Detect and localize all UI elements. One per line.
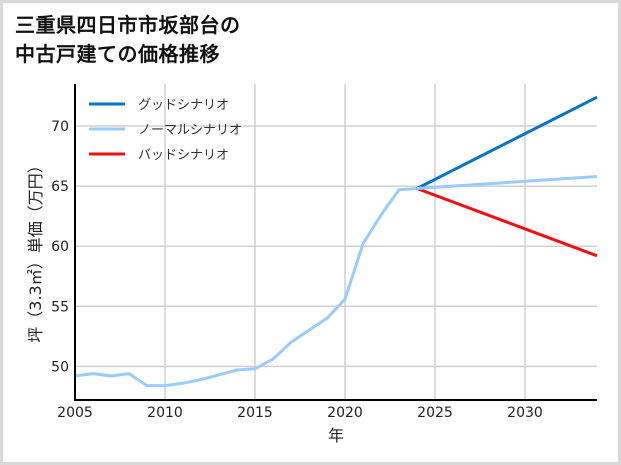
x-axis-label: 年: [328, 426, 344, 445]
chart-title: 三重県四日市市坂部台の 中古戸建ての価格推移: [15, 11, 241, 69]
y-tick-label: 55: [51, 299, 69, 315]
x-tick-label: 2020: [327, 405, 363, 421]
x-tick-label: 2005: [57, 405, 93, 421]
x-tick-label: 2015: [237, 405, 273, 421]
legend-label: バッドシナリオ: [138, 148, 229, 163]
x-tick-label: 2030: [507, 405, 543, 421]
x-tick-label: 2010: [147, 405, 183, 421]
historical-line: [74, 187, 418, 388]
legend-label: ノーマルシナリオ: [138, 123, 242, 138]
legend-label: グッドシナリオ: [138, 98, 229, 113]
bad-scenario-line: [416, 187, 598, 258]
chart-title-line1: 三重県四日市市坂部台の: [15, 13, 241, 37]
x-tick-labels: 2005 2010 2015 2020 2025 2030: [57, 405, 543, 421]
y-tick-label: 60: [51, 239, 69, 255]
x-tick-label: 2025: [417, 405, 453, 421]
good-scenario-line: [416, 95, 598, 190]
y-tick-labels: 50 55 60 65 70: [51, 119, 69, 375]
y-axis-label: 坪（3.3㎡）単価（万円）: [26, 157, 45, 342]
normal-scenario-line: [416, 175, 598, 190]
page: 三重県四日市市坂部台の 中古戸建ての価格推移: [3, 3, 618, 462]
data-lines: [74, 95, 598, 388]
grid-lines: [75, 84, 597, 400]
y-tick-label: 50: [51, 359, 69, 375]
chart-title-line2: 中古戸建ての価格推移: [15, 42, 220, 66]
y-tick-label: 70: [51, 119, 69, 135]
axes: [74, 84, 597, 401]
y-tick-label: 65: [51, 179, 69, 195]
